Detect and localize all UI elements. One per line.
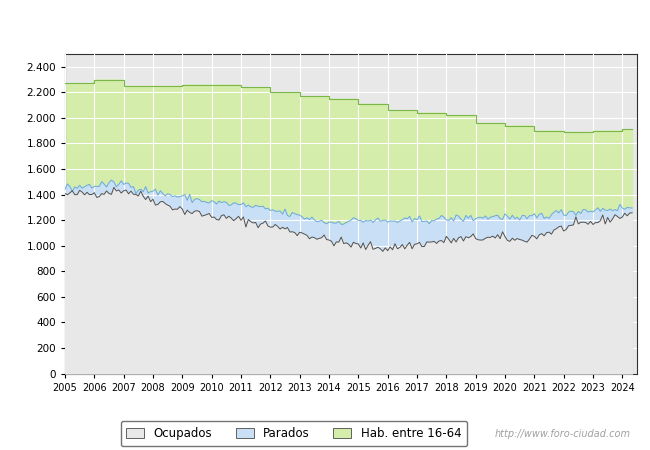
Text: http://www.foro-ciudad.com: http://www.foro-ciudad.com <box>495 429 630 439</box>
Legend: Ocupados, Parados, Hab. entre 16-64: Ocupados, Parados, Hab. entre 16-64 <box>120 421 467 446</box>
Text: Sant Joan de les Abadesses - Evolucion de la poblacion en edad de Trabajar Mayo : Sant Joan de les Abadesses - Evolucion d… <box>35 18 615 29</box>
